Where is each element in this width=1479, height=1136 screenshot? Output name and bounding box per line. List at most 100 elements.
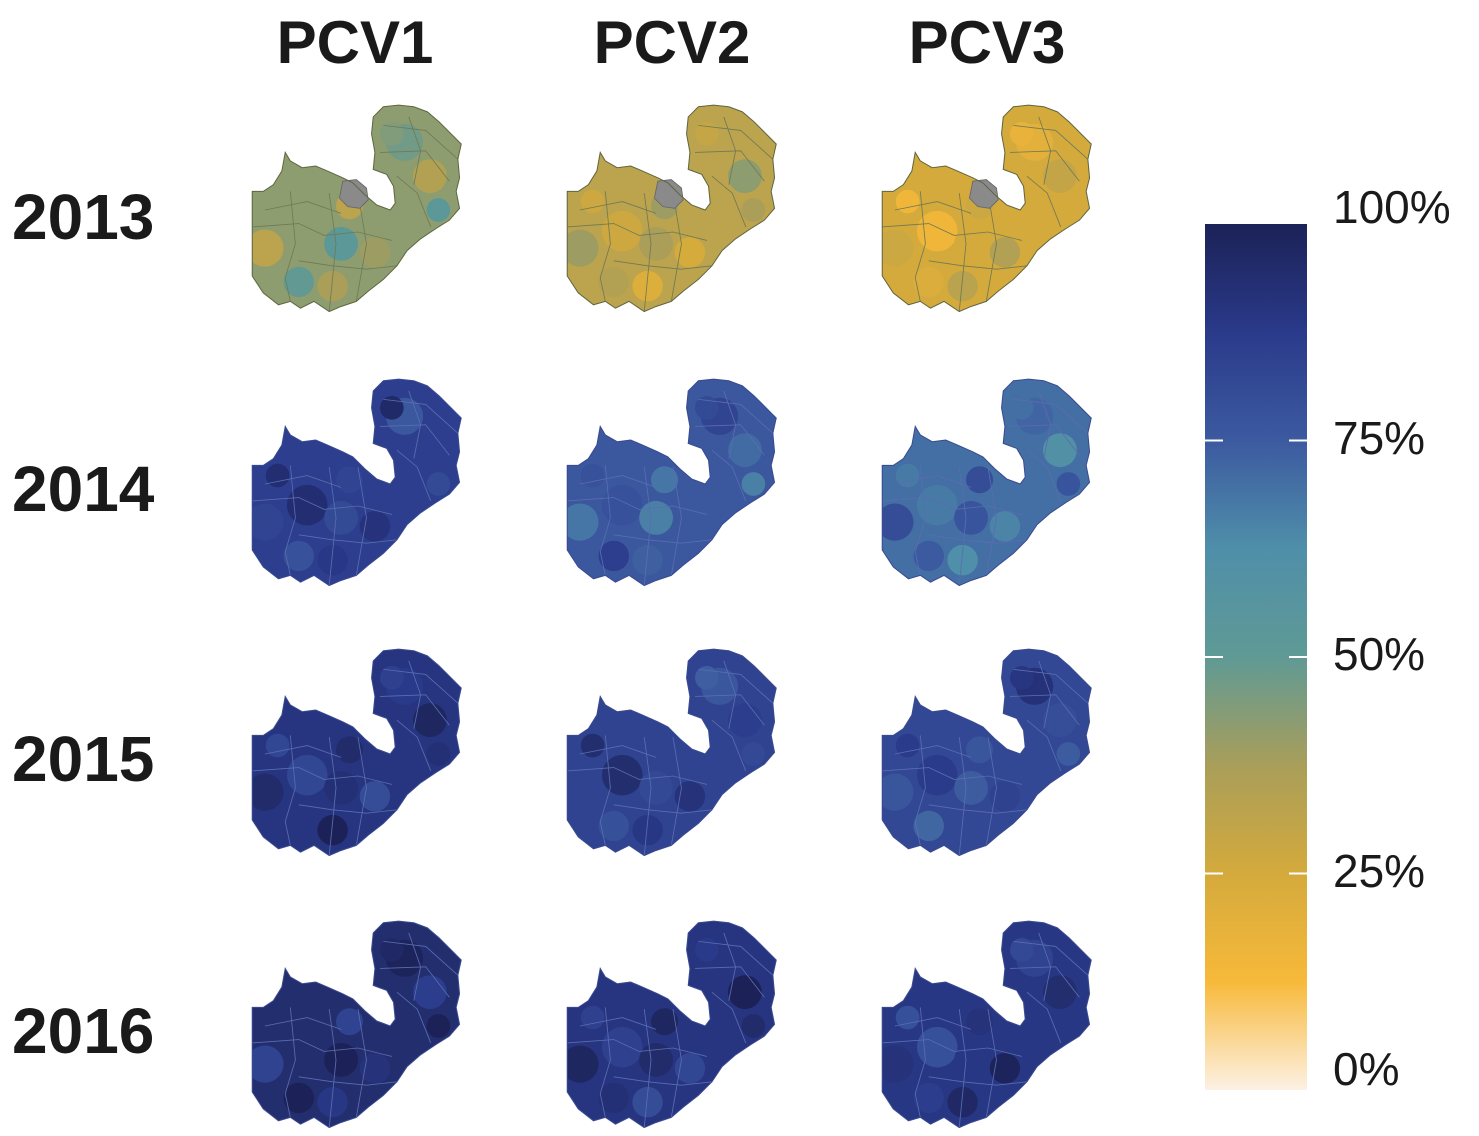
district-boundary: [298, 534, 397, 544]
district-boundary: [1026, 719, 1062, 772]
district-region: [317, 814, 348, 846]
district-region: [954, 1042, 988, 1077]
district-region: [1010, 122, 1034, 146]
district-region: [916, 484, 958, 526]
district-region: [359, 781, 391, 812]
district-boundary: [379, 694, 450, 726]
district-boundary: [264, 201, 342, 214]
district-boundary: [1026, 991, 1062, 1044]
map-pcv1-2015: [228, 644, 488, 864]
district-region: [265, 189, 290, 214]
district-boundary: [599, 191, 611, 302]
zambia-district-map: [251, 104, 462, 313]
district-boundary: [1009, 150, 1080, 182]
district-region: [651, 466, 679, 494]
district-boundary: [1026, 449, 1062, 502]
district-region: [916, 754, 958, 796]
district-region: [567, 503, 599, 541]
country-outline: [881, 920, 1092, 1129]
district-boundary: [723, 390, 737, 459]
column-header-pcv2: PCV2: [593, 9, 751, 76]
column-header-pcv3: PCV3: [908, 9, 1066, 76]
district-boundary: [928, 260, 1027, 270]
country-outline: [251, 648, 462, 857]
district-region: [895, 189, 920, 214]
district-boundary: [383, 668, 459, 704]
district-region: [639, 500, 673, 535]
district-boundary: [408, 116, 422, 185]
district-boundary: [396, 449, 432, 502]
district-region: [741, 472, 766, 496]
district-region: [882, 229, 914, 267]
district-region: [882, 1045, 914, 1083]
district-boundary: [599, 465, 611, 576]
district-region: [947, 544, 978, 576]
district-region: [359, 511, 391, 542]
district-boundary: [985, 737, 997, 846]
district-boundary: [928, 534, 1027, 544]
country-outline: [251, 920, 462, 1129]
district-boundary: [1009, 694, 1080, 726]
district-region: [252, 1045, 284, 1083]
district-boundary: [914, 191, 926, 302]
district-boundary: [985, 193, 997, 302]
district-region: [567, 773, 599, 811]
map-pcv2-2016: [543, 916, 803, 1136]
missing-data-region: [653, 179, 684, 209]
legend-label-75: 75%: [1333, 411, 1426, 464]
district-boundary: [579, 201, 657, 214]
district-region: [639, 1042, 673, 1077]
district-boundary: [264, 745, 342, 758]
district-region: [286, 1026, 328, 1068]
district-boundary: [252, 767, 392, 785]
district-boundary: [882, 1039, 1022, 1057]
district-boundary: [670, 1009, 682, 1118]
district-boundary: [928, 1076, 1027, 1086]
district-region: [895, 1005, 920, 1030]
district-region: [954, 500, 988, 535]
district-boundary: [567, 223, 707, 241]
district-region: [324, 770, 358, 805]
district-region: [601, 484, 643, 526]
district-boundary: [1009, 424, 1080, 456]
map-pcv3-2015: [858, 644, 1118, 864]
zambia-district-map: [251, 378, 462, 587]
district-region: [632, 1086, 663, 1118]
district-boundary: [894, 201, 972, 214]
district-region: [966, 466, 994, 494]
district-region: [674, 511, 706, 542]
map-pcv2-2013: [543, 100, 803, 320]
district-region: [947, 270, 978, 302]
district-region: [567, 1045, 599, 1083]
district-boundary: [298, 260, 397, 270]
district-region: [598, 810, 629, 842]
district-boundary: [408, 932, 422, 1001]
district-boundary: [914, 1007, 926, 1118]
district-boundary: [670, 467, 682, 576]
district-region: [989, 781, 1021, 812]
district-boundary: [298, 804, 397, 814]
district-boundary: [711, 175, 747, 228]
district-boundary: [1026, 175, 1062, 228]
district-region: [601, 754, 643, 796]
district-boundary: [1013, 940, 1089, 976]
district-region: [632, 270, 663, 302]
district-region: [601, 1026, 643, 1068]
district-region: [989, 511, 1021, 542]
district-region: [336, 466, 364, 494]
district-region: [580, 189, 605, 214]
map-pcv1-2013: [228, 100, 488, 320]
zambia-district-map: [566, 648, 777, 857]
district-boundary: [1038, 660, 1052, 729]
district-boundary: [383, 940, 459, 976]
country-outline: [881, 104, 1092, 313]
district-region: [283, 1082, 314, 1114]
district-boundary: [882, 497, 1022, 515]
district-boundary: [355, 1009, 367, 1118]
district-boundary: [396, 991, 432, 1044]
country-outline: [881, 648, 1092, 857]
district-region: [741, 198, 766, 222]
district-region: [580, 1005, 605, 1030]
map-pcv3-2013: [858, 100, 1118, 320]
